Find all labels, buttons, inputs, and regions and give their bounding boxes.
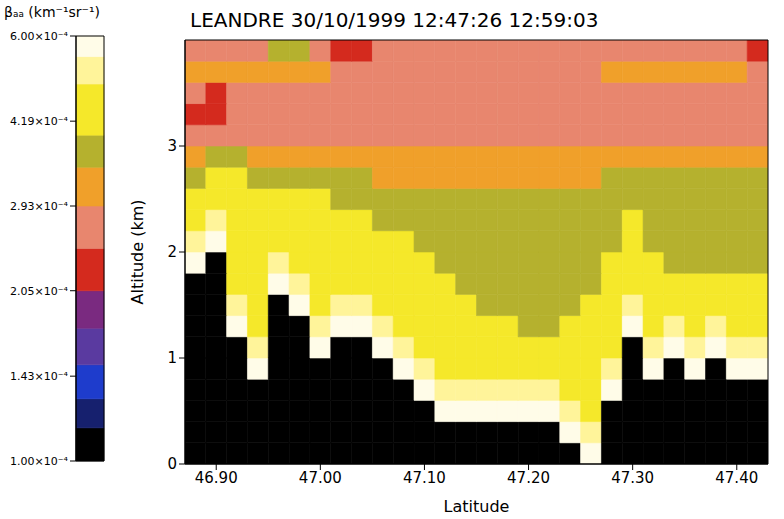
svg-text:6.00×10⁻⁴: 6.00×10⁻⁴	[10, 30, 69, 43]
svg-text:46.90: 46.90	[195, 469, 238, 487]
html-text:βₐₐ (km⁻¹sr⁻¹): βₐₐ (km⁻¹sr⁻¹)	[4, 4, 101, 20]
svg-text:2: 2	[167, 243, 177, 261]
svg-text:2.05×10⁻⁴: 2.05×10⁻⁴	[10, 285, 69, 298]
svg-text:Latitude: Latitude	[444, 497, 510, 516]
svg-text:47.20: 47.20	[507, 469, 550, 487]
svg-text:0: 0	[167, 455, 177, 473]
svg-text:47.30: 47.30	[611, 469, 654, 487]
svg-text:1.43×10⁻⁴: 1.43×10⁻⁴	[10, 370, 69, 383]
svg-text:1.00×10⁻⁴: 1.00×10⁻⁴	[10, 455, 69, 468]
svg-text:2.93×10⁻⁴: 2.93×10⁻⁴	[10, 200, 69, 213]
svg-text:1: 1	[167, 349, 177, 367]
svg-text:Altitude (km): Altitude (km)	[128, 200, 147, 305]
svg-text:47.10: 47.10	[403, 469, 446, 487]
svg-text:47.00: 47.00	[299, 469, 342, 487]
html-text:LEANDRE 30/10/1999 12:47:26 12: LEANDRE 30/10/1999 12:47:26 12:59:03	[190, 8, 599, 32]
svg-text:47.40: 47.40	[715, 469, 758, 487]
svg-text:3: 3	[167, 137, 177, 155]
svg-text:4.19×10⁻⁴: 4.19×10⁻⁴	[10, 115, 69, 128]
